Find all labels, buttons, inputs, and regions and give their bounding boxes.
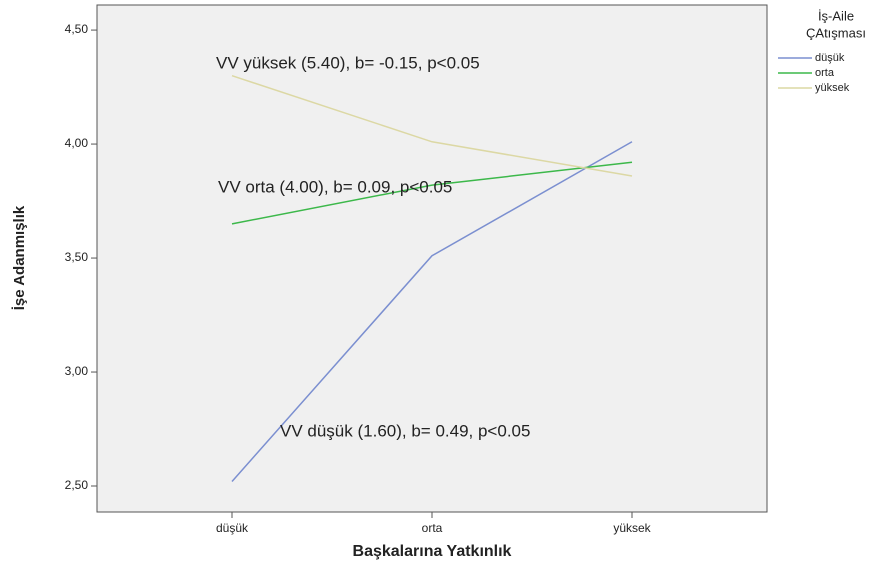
legend-label: orta [815, 67, 835, 79]
y-tick-label: 2,50 [65, 478, 89, 492]
x-axis-label: Başkalarına Yatkınlık [353, 543, 512, 560]
plot-area [96, 4, 768, 513]
x-tick-label: düşük [216, 521, 249, 535]
annotation: VV orta (4.00), b= 0.09, p<0.05 [218, 177, 452, 196]
series-line [231, 74, 633, 177]
annotation: VV düşük (1.60), b= 0.49, p<0.05 [280, 421, 530, 440]
annotation: VV yüksek (5.40), b= -0.15, p<0.05 [216, 53, 480, 72]
legend-label: düşük [815, 52, 845, 64]
y-tick-label: 4,50 [65, 22, 89, 36]
y-tick-label: 3,00 [65, 364, 89, 378]
legend-label: yüksek [815, 82, 850, 94]
x-tick-label: yüksek [613, 521, 651, 535]
series-line [231, 141, 633, 482]
series-line [231, 161, 633, 225]
y-tick-label: 3,50 [65, 250, 89, 264]
legend-title: İş-Aile [818, 8, 854, 23]
legend-title: ÇAtışması [806, 25, 866, 40]
x-tick-label: orta [422, 521, 443, 535]
y-tick-label: 4,00 [65, 136, 89, 150]
y-axis-label: İşe Adanmışlık [11, 205, 28, 310]
